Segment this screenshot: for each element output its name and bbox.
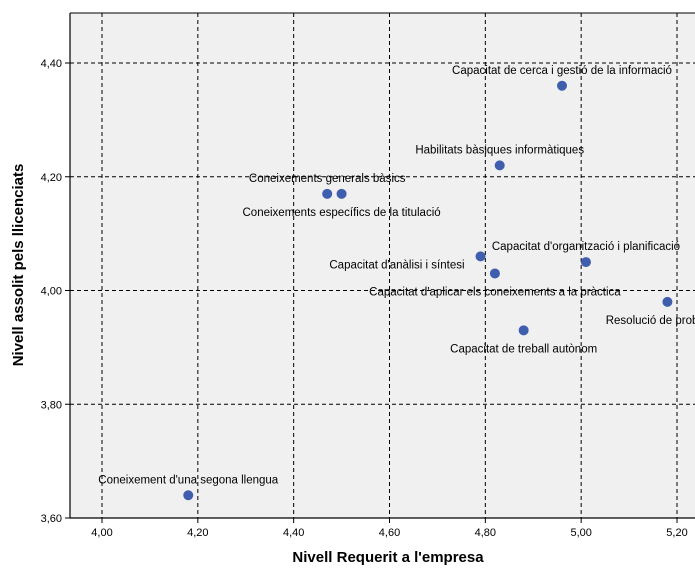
data-point	[489, 268, 500, 279]
point-label: Resolució de problemes	[606, 315, 695, 327]
tick-labels: 4,00 4,20 4,40 4,60 4,80 5,00 5,20 3,60 3,80 4,00…	[41, 58, 688, 539]
axes	[69, 12, 695, 519]
y-tick-label: 4,20	[41, 172, 62, 184]
data-point	[336, 188, 347, 199]
x-axis-title: Nivell Requerit a l'empresa	[292, 549, 484, 566]
y-tick-label: 4,00	[41, 286, 62, 298]
x-tick-label: 5,00	[570, 527, 591, 539]
point-label: Capacitat de treball autònom	[450, 343, 597, 355]
data-point	[557, 80, 567, 91]
data-points	[183, 80, 673, 501]
x-tick-label: 4,00	[91, 527, 112, 539]
y-axis-title: Nivell assolit pels llicenciats	[10, 164, 27, 367]
point-label: Capacitat d'organització i planificació	[492, 241, 680, 253]
data-point	[494, 160, 505, 171]
x-tick-label: 4,80	[475, 527, 496, 539]
x-tick-label: 4,60	[379, 527, 400, 539]
data-point	[518, 325, 529, 336]
y-tick-label: 4,40	[41, 58, 62, 70]
plot-background	[70, 13, 695, 518]
x-tick-label: 4,20	[187, 527, 208, 539]
point-label: Coneixements específics de la titulació	[243, 207, 441, 219]
x-tick-label: 5,20	[666, 527, 687, 539]
point-label: Capacitat d'aplicar els coneixements a l…	[369, 286, 621, 298]
data-point	[475, 251, 486, 262]
data-point	[322, 188, 333, 199]
y-tick-label: 3,80	[41, 399, 62, 411]
point-label: Capacitat d'anàlisi i síntesi	[329, 259, 464, 271]
x-tick-label: 4,40	[283, 527, 304, 539]
data-point	[183, 490, 194, 501]
data-point	[662, 296, 673, 307]
data-point	[580, 257, 591, 268]
y-tick-label: 3,60	[41, 513, 62, 525]
grid-lines	[70, 13, 695, 518]
point-label: Coneixements generals bàsics	[249, 173, 406, 185]
point-label: Habilitats bàsiques informàtiques	[415, 144, 584, 156]
point-label: Capacitat de cerca i gestió de la inform…	[452, 65, 672, 77]
point-labels: Capacitat de cerca i gestió de la inform…	[98, 65, 695, 487]
point-label: Coneixement d'una segona llengua	[98, 474, 279, 486]
